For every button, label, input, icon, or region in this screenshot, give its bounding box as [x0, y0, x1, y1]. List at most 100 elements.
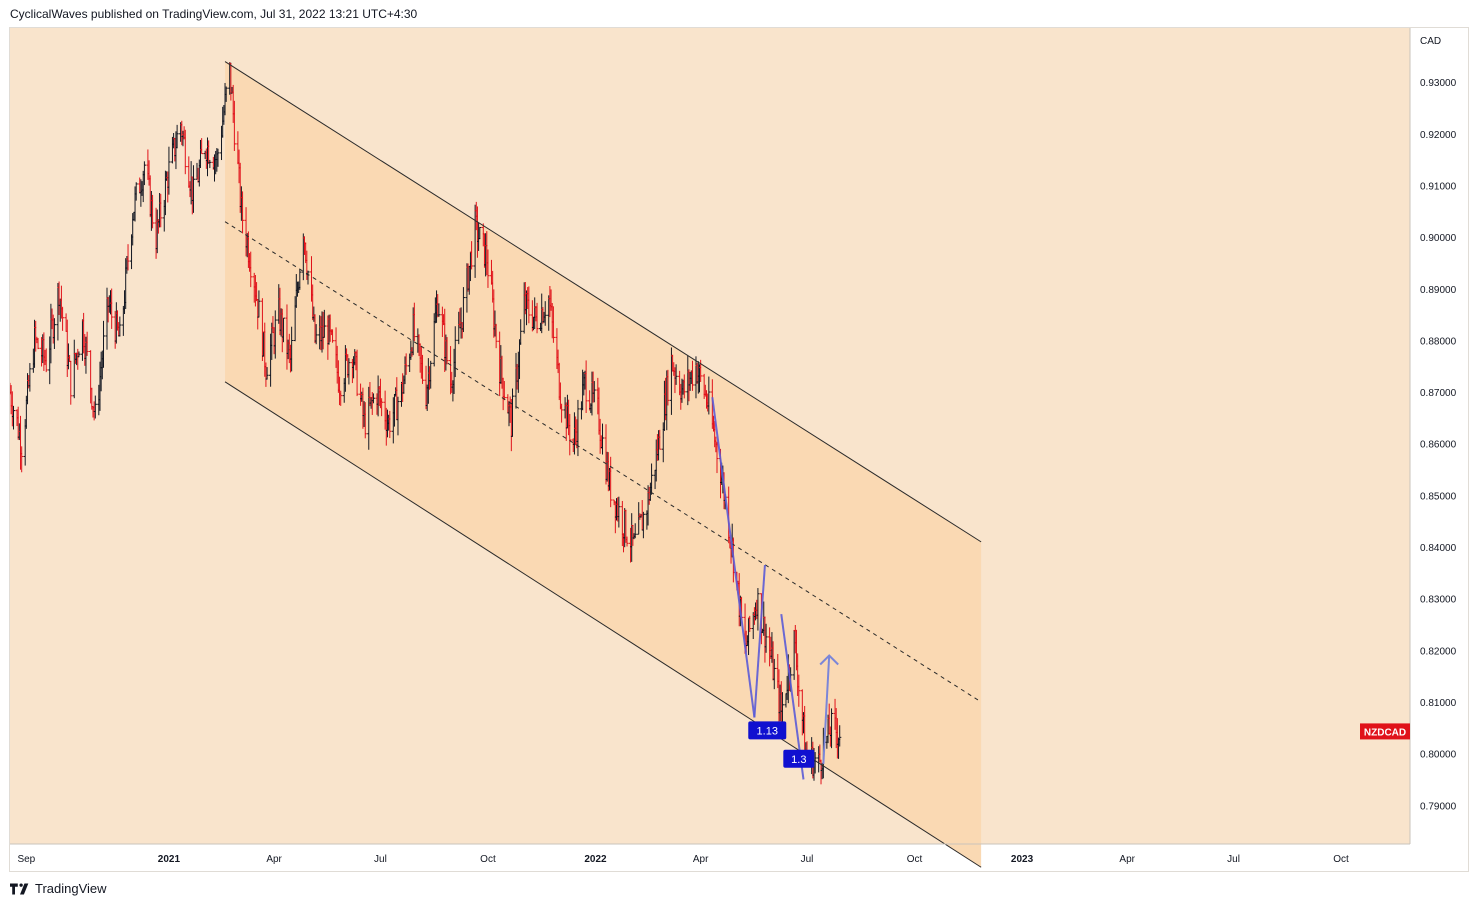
ohlc-bar	[609, 456, 613, 508]
ohlc-bar	[20, 446, 24, 473]
y-tick-label: 0.93000	[1420, 78, 1457, 89]
tradingview-logo-icon	[10, 882, 29, 895]
ohlc-bar	[486, 249, 490, 288]
y-tick-label: 0.79000	[1420, 801, 1457, 812]
ohlc-bar	[682, 374, 686, 399]
ohlc-bar	[11, 405, 16, 430]
channel-fill	[225, 61, 982, 868]
symbol-badge: NZDCAD	[1360, 723, 1410, 740]
symbol-badge-bg	[1360, 723, 1410, 740]
ohlc-bar	[150, 194, 155, 229]
ohlc-bar	[592, 381, 596, 403]
channel-upper-line	[224, 61, 982, 543]
x-tick-label: Oct	[480, 854, 496, 865]
y-tick-label: 0.90000	[1420, 233, 1457, 244]
y-tick-label: 0.85000	[1420, 491, 1457, 502]
y-axis-ticks[interactable]: 0.93000 0.92000 0.91000 0.90000 0.89000 0.880…	[1420, 78, 1457, 812]
ohlc-bar	[298, 269, 302, 290]
ohlc-bar	[371, 393, 376, 404]
ohlc-bar	[527, 286, 531, 324]
ohlc-bar	[551, 306, 556, 343]
ohlc-bar	[281, 317, 286, 343]
ohlc-bar	[183, 129, 187, 175]
ohlc-bar	[232, 100, 236, 151]
ohlc-bar	[216, 148, 220, 167]
x-tick-label: 2023	[1011, 854, 1034, 865]
ratio-label-bg	[748, 721, 787, 740]
ohlc-bar	[118, 316, 122, 337]
ohlc-bar	[69, 360, 73, 405]
ohlc-bar	[674, 364, 678, 385]
ohlc-bar	[748, 615, 752, 632]
x-tick-label: Apr	[1119, 854, 1135, 865]
ohlc-bar	[224, 86, 228, 102]
wave-line	[753, 565, 766, 718]
wave-arrow-shaft	[822, 655, 831, 765]
ohlc-bar	[617, 496, 621, 528]
ohlc-bar	[600, 423, 605, 455]
ratio-label-text: 1.13	[757, 725, 778, 737]
ohlc-bar	[175, 124, 179, 149]
ohlc-bar	[28, 363, 32, 392]
ohlc-bar	[142, 161, 146, 186]
x-tick-label: Sep	[17, 854, 35, 865]
x-tick-label: Oct	[1333, 854, 1349, 865]
ohlc-bar	[478, 226, 482, 240]
y-tick-label: 0.88000	[1420, 336, 1457, 347]
channel-lower-line	[224, 381, 982, 868]
ohlc-bar	[535, 302, 539, 334]
y-axis-currency-label: CAD	[1420, 36, 1441, 47]
y-tick-label: 0.87000	[1420, 388, 1457, 399]
symbol-badge-text: NZDCAD	[1364, 727, 1406, 738]
ohlc-bar	[625, 536, 629, 547]
y-tick-label: 0.91000	[1420, 182, 1457, 193]
ohlc-bar	[690, 360, 695, 391]
ohlc-bar	[772, 658, 776, 690]
x-axis-ticks[interactable]: Sep 2021 Apr Jul Oct 2022 Apr Jul Oct 2023 Apr Jul O…	[17, 854, 1349, 865]
x-tick-label: 2021	[158, 854, 181, 865]
ohlc-bar	[208, 159, 212, 169]
ohlc-bar	[666, 369, 670, 406]
y-tick-label: 0.83000	[1420, 595, 1457, 606]
y-tick-label: 0.82000	[1420, 646, 1457, 657]
ohlc-bar	[641, 511, 645, 539]
ohlc-bar	[273, 310, 277, 359]
ohlc-bar	[322, 309, 326, 338]
y-tick-label: 0.89000	[1420, 285, 1457, 296]
tradingview-footer[interactable]: TradingView	[10, 881, 107, 896]
ohlc-bar	[658, 429, 662, 450]
x-tick-label: Apr	[266, 854, 282, 865]
ohlc-bar	[52, 318, 57, 349]
x-tick-label: 2022	[584, 854, 607, 865]
price-bars	[10, 62, 842, 785]
ohlc-bar	[363, 402, 367, 439]
ratio-labels: 1.13 1.3	[748, 721, 815, 768]
ohlc-bar	[780, 692, 785, 724]
ohlc-bar	[388, 410, 392, 439]
ohlc-bar	[502, 381, 506, 401]
ohlc-bar	[396, 396, 400, 436]
ohlc-bar	[756, 588, 760, 631]
ohlc-bar	[764, 623, 768, 653]
ohlc-bar	[347, 358, 351, 385]
x-tick-label: Jul	[374, 854, 387, 865]
ohlc-bar	[420, 354, 425, 384]
ratio-label-text: 1.3	[791, 754, 806, 766]
footer-brand-text: TradingView	[35, 881, 107, 896]
publish-header: CyclicalWaves published on TradingView.c…	[10, 7, 418, 21]
chart-plot[interactable]: 1.13 1.3 CAD 0.93000 0.92000 0.91000 0.90000…	[10, 28, 1468, 871]
ohlc-bar	[707, 376, 711, 415]
ohlc-bar	[240, 191, 245, 234]
ohlc-bar	[36, 337, 40, 350]
ohlc-bar	[510, 388, 515, 437]
ohlc-bar	[77, 351, 81, 358]
ohlc-bar	[134, 182, 138, 201]
y-tick-label: 0.81000	[1420, 698, 1457, 709]
ohlc-bar	[437, 303, 441, 317]
ohlc-bar	[633, 523, 637, 539]
channel-middle-line	[224, 221, 982, 703]
ohlc-bar	[649, 463, 654, 495]
y-tick-label: 0.84000	[1420, 543, 1457, 554]
chart-frame[interactable]: 1.13 1.3 CAD 0.93000 0.92000 0.91000 0.90000…	[9, 27, 1469, 872]
ohlc-bar	[355, 349, 359, 397]
